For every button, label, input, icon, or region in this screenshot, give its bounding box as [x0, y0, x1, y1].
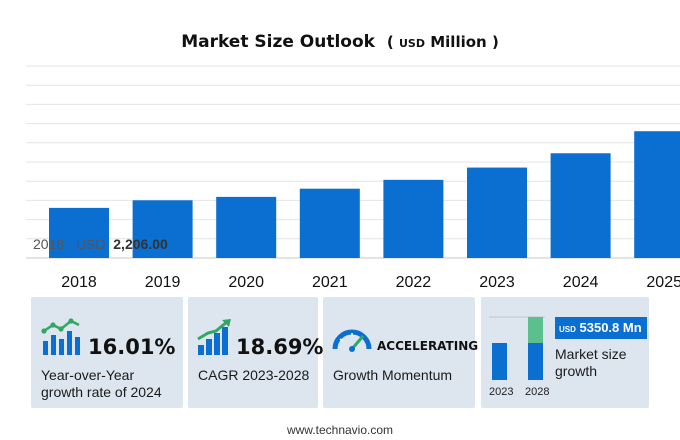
x-axis-ticks: 2018 2019 2020 2021 2022 2023 2024 2025 [61, 274, 680, 291]
unit-currency: USD [399, 37, 425, 50]
unit-word: Million [430, 33, 487, 51]
speedometer-icon [331, 325, 373, 358]
badge-currency: USD [559, 325, 576, 334]
momentum-label: Growth Momentum [333, 367, 453, 383]
growth-badge: USD 5350.8 Mn [555, 317, 647, 339]
x-tick-2018: 2018 [61, 274, 97, 291]
growth-label-line1: Market size [555, 346, 627, 362]
bar-2020 [216, 196, 277, 258]
chart-bars [49, 131, 680, 258]
x-tick-2023: 2023 [479, 274, 515, 291]
growth-bar-end-base [528, 343, 543, 380]
bar-2023 [467, 167, 527, 258]
yoy-growth-card: 16.01% Year-over-Year growth rate of 202… [31, 297, 183, 408]
cagr-label: CAGR 2023-2028 [198, 367, 310, 383]
bar-growth-icon [41, 317, 85, 362]
growth-bar-start [492, 343, 507, 380]
market-growth-card: 2023 2028 USD 5350.8 Mn Market size grow… [481, 297, 649, 408]
momentum-value: ACCELERATING [377, 339, 479, 353]
bar-2025 [634, 131, 680, 258]
title-text: Market Size Outlook [181, 32, 375, 52]
x-tick-2020: 2020 [228, 274, 264, 291]
bar-2022 [383, 179, 444, 258]
momentum-card: ACCELERATING Growth Momentum [323, 297, 479, 408]
bar-2024 [550, 153, 611, 258]
market-size-chart: 2018 2019 2020 2021 2022 2023 2024 2025 2018 : … [26, 65, 680, 291]
x-tick-2025: 2025 [646, 274, 680, 291]
yoy-label-line2: growth rate of 2024 [41, 384, 162, 400]
growth-mini-chart: 2023 2028 [489, 316, 549, 398]
x-tick-2022: 2022 [396, 274, 432, 291]
bar-2019 [132, 200, 193, 258]
bar-annotation: 2018 : USD 2,206.00 [33, 236, 168, 252]
growth-year-start: 2023 [489, 386, 513, 398]
bar-2018 [49, 207, 109, 258]
x-tick-2021: 2021 [312, 274, 348, 291]
bar-2021 [299, 188, 360, 258]
footer-site[interactable]: www.technavio.com [286, 423, 394, 437]
x-tick-2024: 2024 [563, 274, 599, 291]
badge-value: 5350.8 Mn [579, 320, 642, 335]
chart-title: Market Size Outlook ( USD Million ) [0, 32, 680, 52]
rising-bars-icon [196, 317, 236, 362]
growth-bar-increment [528, 317, 543, 343]
x-tick-2019: 2019 [145, 274, 181, 291]
cagr-value: 18.69% [236, 335, 324, 359]
title-unit: ( USD Million ) [386, 33, 499, 51]
growth-label-line2: growth [555, 363, 598, 379]
yoy-value: 16.01% [88, 335, 176, 359]
cagr-card: 18.69% CAGR 2023-2028 [188, 297, 323, 408]
yoy-label-line1: Year-over-Year [41, 367, 135, 383]
growth-year-end: 2028 [525, 386, 549, 398]
chart-grid [26, 65, 680, 259]
